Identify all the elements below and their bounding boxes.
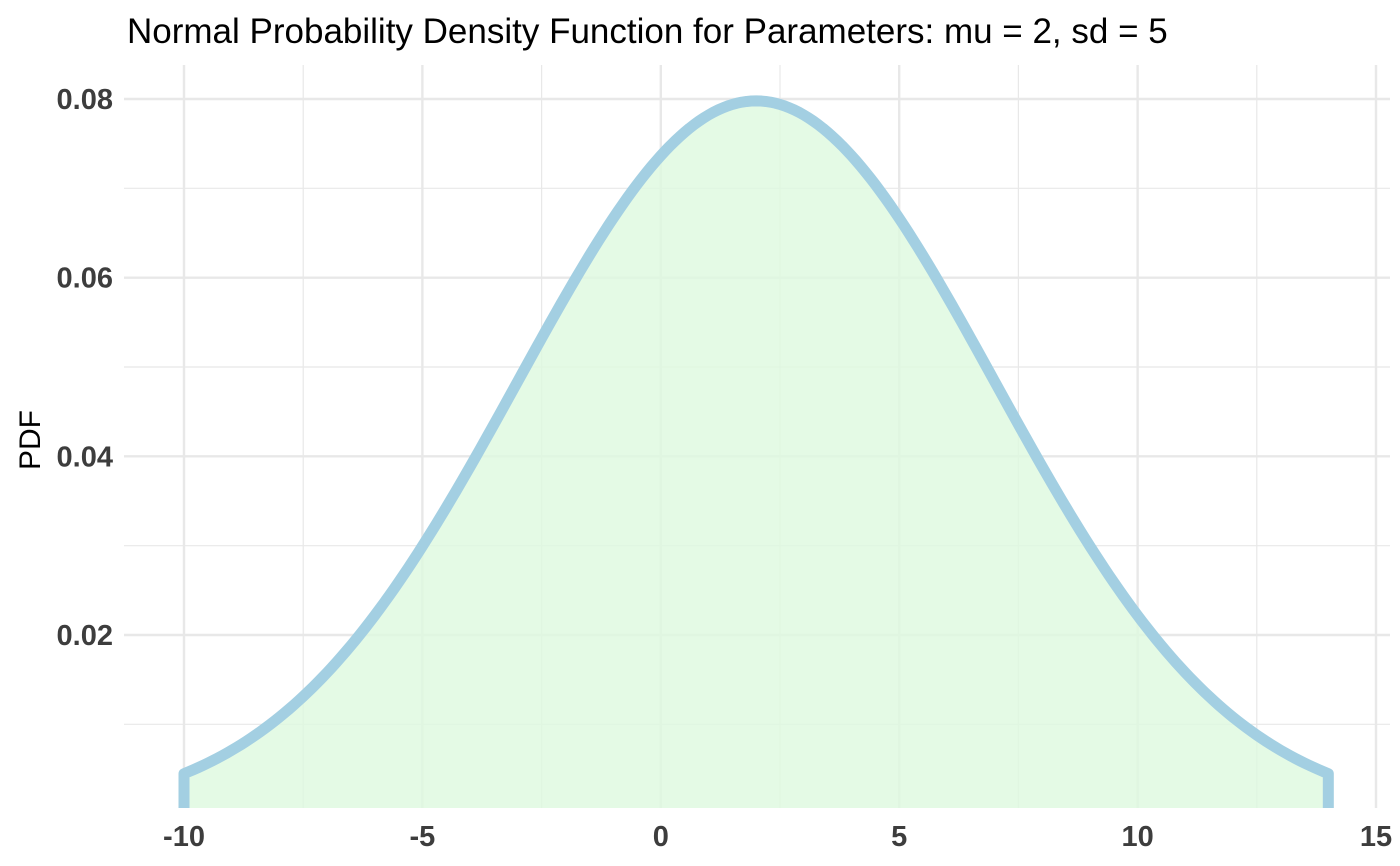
- density-fill: [184, 100, 1329, 808]
- x-tick-label: 10: [1121, 821, 1153, 853]
- y-tick-label: 0.02: [57, 620, 113, 652]
- y-tick-label: 0.06: [57, 263, 113, 295]
- x-tick-label: -5: [410, 821, 436, 853]
- axis-ticks: -10 -5 0 5 10 15 0.02 0.04 0.06 0.08: [57, 84, 1393, 853]
- density-curve-line: [178, 95, 1334, 808]
- chart-title: Normal Probability Density Function for …: [127, 12, 1168, 51]
- y-axis-label: PDF: [14, 410, 47, 470]
- plot-area: [178, 95, 1334, 808]
- x-tick-label: 0: [653, 821, 669, 853]
- y-tick-label: 0.08: [57, 84, 113, 116]
- x-tick-label: 5: [891, 821, 907, 853]
- y-tick-label: 0.04: [57, 441, 113, 473]
- x-tick-label: -10: [163, 821, 205, 853]
- x-tick-label: 15: [1360, 821, 1392, 853]
